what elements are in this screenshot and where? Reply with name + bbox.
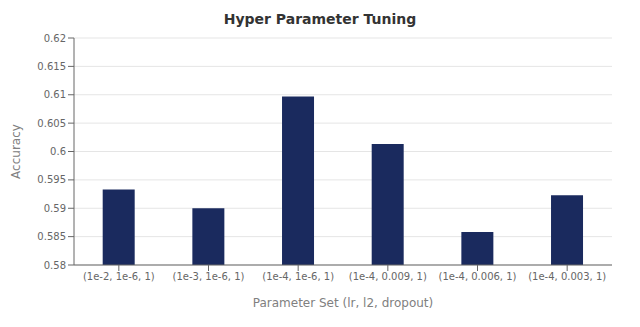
svg-text:(1e-2, 1e-6, 1): (1e-2, 1e-6, 1): [83, 271, 155, 282]
svg-text:0.58: 0.58: [44, 260, 66, 271]
svg-text:(1e-4, 0.003, 1): (1e-4, 0.003, 1): [528, 271, 606, 282]
svg-text:(1e-4, 0.006, 1): (1e-4, 0.006, 1): [439, 271, 517, 282]
svg-text:(1e-4, 0.009, 1): (1e-4, 0.009, 1): [349, 271, 427, 282]
svg-text:0.6: 0.6: [50, 146, 66, 157]
svg-text:(1e-4, 1e-6, 1): (1e-4, 1e-6, 1): [262, 271, 334, 282]
svg-text:0.605: 0.605: [37, 118, 66, 129]
svg-text:0.585: 0.585: [37, 231, 66, 242]
svg-text:(1e-3, 1e-6, 1): (1e-3, 1e-6, 1): [173, 271, 245, 282]
svg-text:0.595: 0.595: [37, 174, 66, 185]
svg-text:Parameter Set (lr, l2, dropout: Parameter Set (lr, l2, dropout): [253, 296, 434, 310]
svg-text:0.615: 0.615: [37, 61, 66, 72]
svg-text:0.59: 0.59: [44, 203, 66, 214]
html-text:Hyper Parameter Tuning: Hyper Parameter Tuning: [223, 11, 417, 27]
svg-text:0.61: 0.61: [44, 89, 66, 100]
svg-text:0.62: 0.62: [44, 33, 66, 44]
svg-text:Accuracy: Accuracy: [9, 124, 23, 179]
